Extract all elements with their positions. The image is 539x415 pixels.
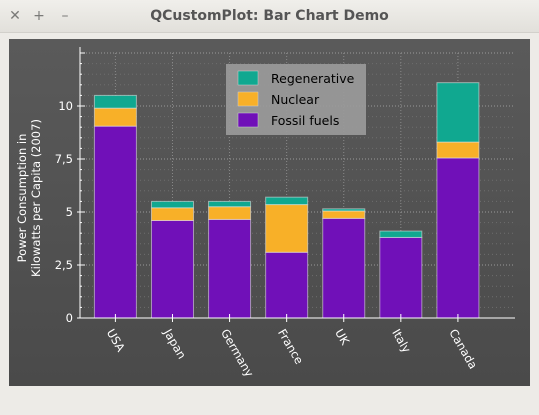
- legend-label-fossil-fuels: Fossil fuels: [271, 113, 339, 128]
- legend-swatch-nuclear: [237, 91, 259, 107]
- legend-swatch-fossil-fuels: [237, 112, 259, 128]
- bar-italy-fossil-fuels: [379, 236, 423, 319]
- bar-usa-fossil-fuels: [93, 125, 137, 319]
- bar-uk-regenerative: [322, 208, 366, 212]
- bar-canada-regenerative: [436, 82, 480, 143]
- maximize-icon[interactable]: +: [33, 8, 45, 24]
- bar-canada-nuclear: [436, 141, 480, 159]
- bar-japan-fossil-fuels: [150, 219, 194, 319]
- bar-japan-regenerative: [150, 200, 194, 209]
- y-tick-label: 2,5: [55, 258, 73, 272]
- legend-label-regenerative: Regenerative: [271, 71, 355, 86]
- legend-swatch-regenerative: [237, 70, 259, 86]
- bars: [93, 82, 480, 319]
- y-tick-label: 5: [66, 205, 73, 219]
- close-icon[interactable]: ✕: [9, 8, 21, 24]
- y-tick-label: 7,5: [55, 152, 73, 166]
- bar-chart-plot: 0 2,5 5 7,5 10 USA Japan Germany France UK Italy Ca…: [9, 39, 530, 386]
- bar-usa-nuclear: [93, 107, 137, 127]
- title-bar: ✕ + – QCustomPlot: Bar Chart Demo: [0, 0, 539, 33]
- bar-uk-fossil-fuels: [322, 217, 366, 319]
- bar-italy-regenerative: [379, 230, 423, 238]
- bar-uk-nuclear: [322, 210, 366, 219]
- bar-germany-nuclear: [208, 206, 252, 220]
- bar-canada-fossil-fuels: [436, 157, 480, 319]
- bar-france-regenerative: [265, 196, 309, 206]
- bar-germany-fossil-fuels: [208, 218, 252, 319]
- y-tick-label: 10: [58, 99, 73, 113]
- legend[interactable]: Regenerative Nuclear Fossil fuels: [226, 64, 366, 135]
- y-tick-label: 0: [66, 311, 73, 325]
- bar-france-fossil-fuels: [265, 251, 309, 319]
- window-title: QCustomPlot: Bar Chart Demo: [150, 8, 389, 24]
- legend-label-nuclear: Nuclear: [271, 92, 320, 107]
- minimize-icon[interactable]: –: [61, 8, 69, 24]
- y-axis-label-line-2: Kilowatts per Capita (2007): [29, 119, 43, 277]
- bar-japan-nuclear: [150, 207, 194, 221]
- y-axis-label-line-1: Power Consumption in: [15, 134, 29, 263]
- bar-germany-regenerative: [208, 200, 252, 208]
- bar-usa-regenerative: [93, 94, 137, 109]
- bar-france-nuclear: [265, 204, 309, 253]
- resize-grip[interactable]: [526, 402, 536, 412]
